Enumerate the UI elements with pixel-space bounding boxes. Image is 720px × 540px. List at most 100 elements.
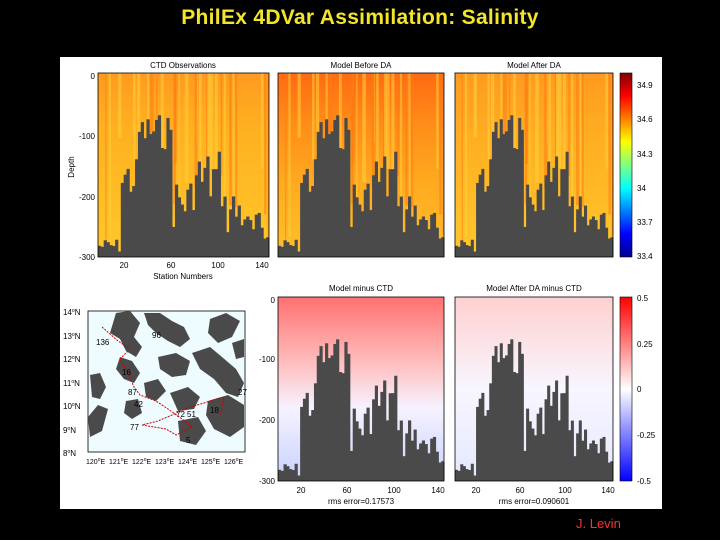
seafloor-column (602, 436, 606, 481)
profile-stripe (442, 73, 444, 236)
profile-stripe (555, 73, 559, 223)
seafloor-column (200, 181, 204, 257)
seafloor-column (547, 385, 551, 481)
profile-stripe (235, 73, 238, 208)
seafloor-column (112, 246, 116, 257)
seafloor-column (410, 440, 414, 481)
seafloor-column (594, 220, 598, 257)
svg-text:14oN: 14oN (63, 308, 81, 317)
profile-stripe (557, 73, 562, 169)
seafloor-column (327, 358, 331, 481)
seafloor-column (283, 464, 287, 481)
profile-stripe (548, 73, 552, 245)
seafloor-column (478, 174, 482, 257)
lat-suffix: N (74, 379, 80, 388)
seafloor-column (499, 343, 503, 481)
profile-stripe (400, 73, 403, 234)
y-tick-label: -300 (79, 253, 96, 262)
seafloor-column (140, 122, 144, 257)
seafloor-column (438, 238, 442, 257)
profile-stripe (385, 73, 390, 169)
station-label: 72 (176, 410, 185, 419)
profile-stripe (267, 73, 269, 236)
seafloor-column (358, 204, 362, 257)
seafloor-column (98, 245, 102, 257)
seafloor-column (132, 186, 136, 257)
seafloor-column (528, 421, 532, 481)
seafloor-column (234, 216, 239, 257)
seafloor-column (552, 391, 556, 481)
profile-stripe (356, 73, 358, 204)
lon-suffix: E (215, 459, 220, 466)
colorbar-tick-label: 0 (637, 385, 642, 394)
profile-stripe (461, 73, 463, 250)
x-tick-label: 60 (167, 261, 176, 270)
seafloor-column (562, 393, 566, 481)
seafloor-column (491, 131, 495, 257)
seafloor-column (372, 399, 376, 481)
seafloor-column (408, 420, 412, 481)
seafloor-column (560, 393, 564, 481)
seafloor-column (289, 469, 293, 481)
seafloor-column (186, 189, 190, 257)
x-tick-label: 20 (120, 261, 129, 270)
seafloor-column (441, 461, 445, 481)
seafloor-column (589, 219, 593, 257)
x-tick-label: 20 (472, 486, 481, 495)
seafloor-column (396, 430, 401, 481)
profile-stripe (264, 73, 267, 215)
seafloor-column (260, 227, 264, 257)
seafloor-column (289, 245, 293, 257)
profile-stripe (554, 73, 557, 236)
seafloor-column (103, 240, 107, 257)
seafloor-column (172, 226, 176, 257)
seafloor-column (338, 372, 343, 481)
profile-stripe (315, 73, 320, 157)
seafloor-column (438, 462, 442, 481)
seafloor-column (435, 227, 439, 257)
top-x-axis: 20 60 100 140 (120, 261, 270, 270)
seafloor-column (460, 464, 464, 481)
profile-stripe (391, 73, 395, 245)
profile-stripe (223, 73, 226, 234)
seafloor-column (610, 461, 614, 481)
seafloor-column (565, 151, 569, 257)
seafloor-column (432, 436, 437, 481)
seafloor-column (226, 232, 230, 257)
seafloor-column (302, 398, 307, 481)
seafloor-column (481, 392, 485, 481)
lon-label: 120 (86, 459, 98, 466)
seafloor-column (497, 362, 501, 481)
seafloor-column (380, 167, 384, 257)
lat-suffix: N (70, 426, 76, 435)
seafloor-column (602, 212, 606, 257)
seafloor-column (240, 225, 244, 257)
profile-stripe (351, 73, 354, 205)
seafloor-column (507, 343, 511, 481)
profile-stripe (487, 73, 490, 160)
profile-stripe (512, 73, 516, 199)
lon-suffix: E (146, 459, 151, 466)
seafloor-column (607, 462, 611, 481)
seafloor-column (465, 245, 469, 257)
profile-stripe (384, 73, 387, 223)
svg-text:125oE: 125oE (201, 457, 220, 466)
profile-stripe (206, 73, 208, 236)
seafloor-column (325, 343, 329, 481)
seafloor-column (286, 466, 290, 481)
rms-error-label: rms error=0.090601 (499, 497, 570, 506)
profile-stripe (562, 73, 566, 245)
seafloor-column (297, 251, 301, 257)
y-tick-label: -100 (79, 132, 96, 141)
seafloor-column (347, 129, 351, 257)
seafloor-column (597, 229, 601, 257)
seafloor-column (149, 134, 153, 257)
seafloor-column (109, 245, 113, 257)
panel-ctd-observations: CTD Observations (97, 61, 270, 258)
station-label: 51 (187, 410, 196, 419)
profile-stripe (571, 73, 574, 234)
slide-title: PhilEx 4DVar Assimilation: Salinity (181, 6, 539, 29)
seafloor-column (405, 209, 409, 257)
profile-stripe (220, 73, 223, 176)
y-tick-label: -300 (259, 477, 276, 486)
